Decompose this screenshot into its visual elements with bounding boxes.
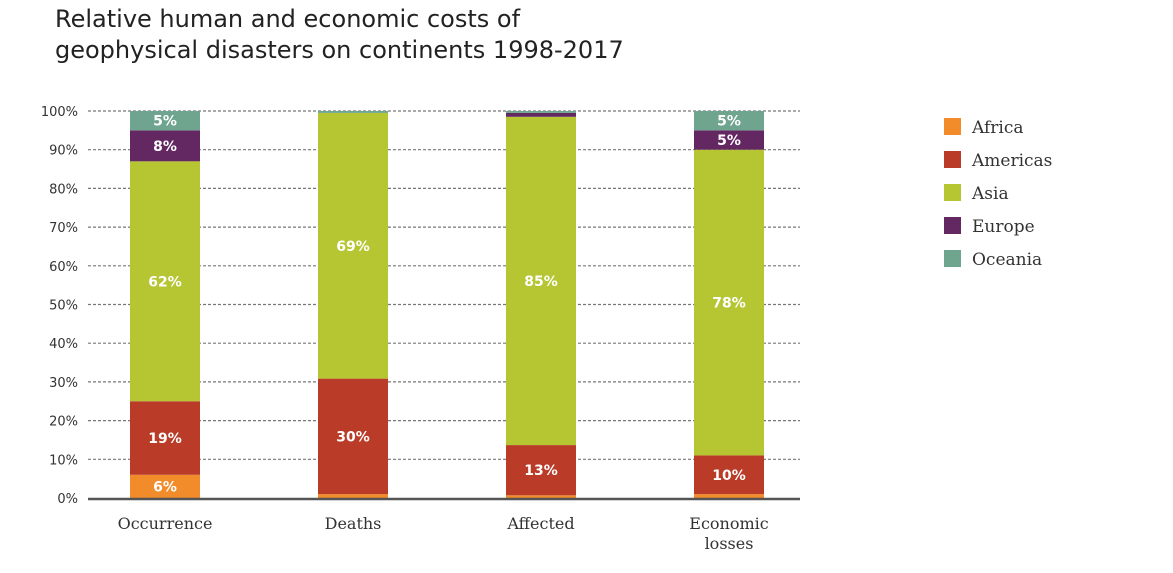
- bar-segment-africa: [318, 494, 388, 498]
- y-tick-label: 30%: [49, 376, 78, 391]
- data-label: 85%: [524, 274, 558, 290]
- bar-segment-americas: [130, 401, 200, 475]
- bar-segment-europe: [694, 130, 764, 150]
- bar-segment-americas: [694, 455, 764, 495]
- bar-segment-americas: [318, 378, 388, 495]
- data-label: 10%: [712, 468, 746, 484]
- bar-segment-asia: [318, 112, 388, 379]
- data-label: 6%: [153, 479, 177, 495]
- legend-swatch-europe: [944, 217, 961, 234]
- chart-title: Relative human and economic costs of geop…: [55, 4, 624, 66]
- data-label: 8%: [153, 139, 177, 155]
- data-label: 13%: [524, 463, 558, 479]
- bar-segment-oceania: [318, 111, 388, 113]
- bar-segment-asia: [506, 116, 576, 446]
- y-tick-label: 80%: [49, 182, 78, 197]
- bar-segment-africa: [130, 474, 200, 498]
- title-line-2: geophysical disasters on continents 1998…: [55, 36, 624, 64]
- y-tick-label: 40%: [49, 337, 78, 352]
- x-tick-label: Occurrence: [118, 514, 213, 533]
- data-label: 5%: [153, 114, 177, 130]
- legend-swatch-americas: [944, 151, 961, 168]
- legend-label: Oceania: [972, 250, 1042, 270]
- legend-swatch-oceania: [944, 250, 961, 267]
- legend-label: Americas: [971, 151, 1052, 171]
- data-label: 5%: [717, 133, 741, 149]
- y-tick-label: 50%: [49, 299, 78, 314]
- x-tick-label: losses: [705, 534, 754, 553]
- legend-swatch-asia: [944, 184, 961, 201]
- y-tick-label: 90%: [49, 144, 78, 159]
- data-label: 62%: [148, 274, 182, 290]
- legend-label: Europe: [972, 217, 1035, 237]
- bar-segment-europe: [130, 130, 200, 162]
- y-tick-label: 0%: [57, 492, 78, 507]
- x-tick-label: Deaths: [325, 514, 382, 533]
- x-tick-label: Affected: [506, 514, 574, 533]
- bar-segment-africa: [506, 495, 576, 498]
- y-tick-label: 70%: [49, 221, 78, 236]
- bar-segment-asia: [130, 161, 200, 402]
- y-tick-label: 60%: [49, 260, 78, 275]
- data-label: 19%: [148, 431, 182, 447]
- y-tick-label: 10%: [49, 453, 78, 468]
- bar-segment-oceania: [694, 111, 764, 131]
- bar-segment-africa: [694, 494, 764, 498]
- bar-segment-asia: [694, 149, 764, 456]
- data-label: 69%: [336, 239, 370, 255]
- legend-label: Asia: [971, 184, 1009, 204]
- bar-segment-europe: [506, 112, 576, 117]
- data-label: 78%: [712, 296, 746, 312]
- bar-segment-oceania: [130, 111, 200, 131]
- bar-segment-oceania: [506, 111, 576, 113]
- title-line-1: Relative human and economic costs of: [55, 5, 521, 33]
- x-tick-label: Economic: [689, 514, 769, 533]
- data-label: 30%: [336, 429, 370, 445]
- bar-segment-americas: [506, 445, 576, 496]
- y-tick-label: 100%: [41, 105, 78, 120]
- y-tick-label: 20%: [49, 415, 78, 430]
- data-label: 5%: [717, 114, 741, 130]
- legend-swatch-africa: [944, 118, 961, 135]
- legend-label: Africa: [971, 118, 1024, 138]
